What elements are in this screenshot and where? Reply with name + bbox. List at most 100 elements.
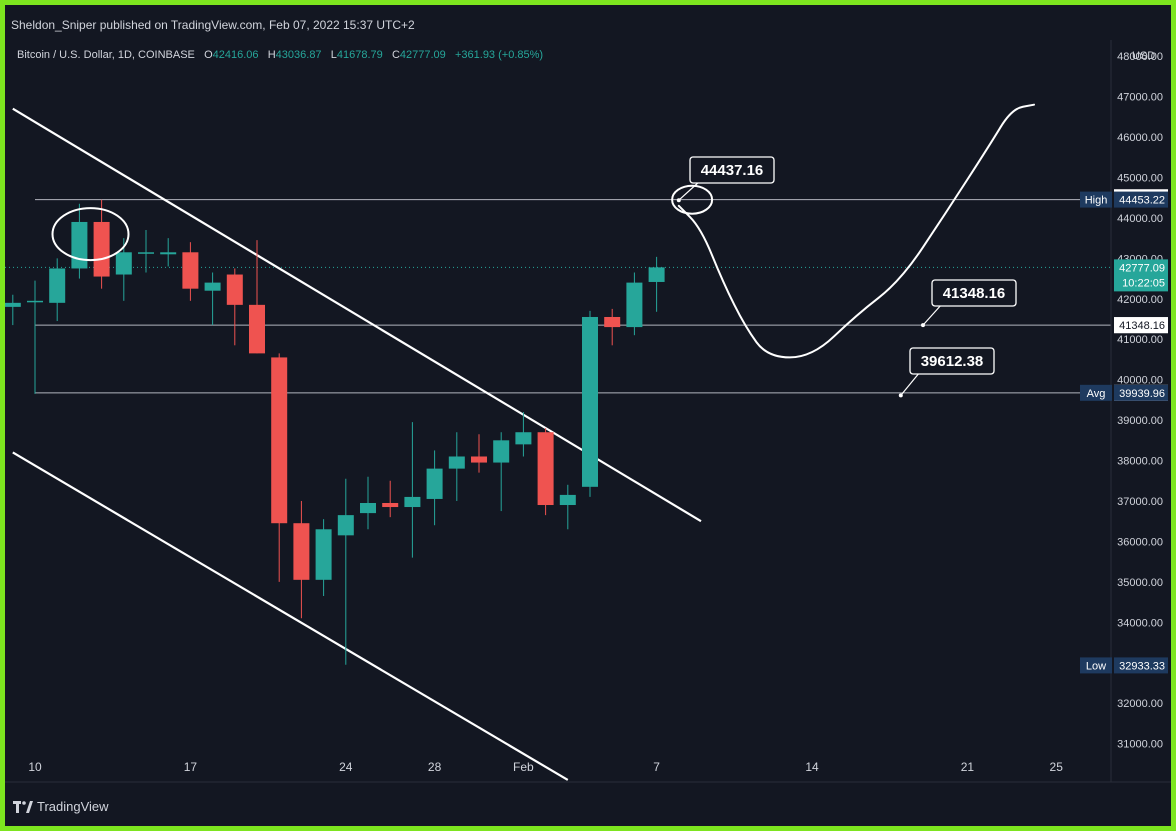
candle[interactable] [315, 519, 332, 596]
callout-label: 41348.16 [943, 285, 1006, 302]
candle-body [559, 494, 576, 506]
candle-body [337, 515, 354, 536]
candle[interactable] [515, 412, 532, 457]
candle[interactable] [160, 238, 177, 267]
close-label: C [391, 49, 400, 61]
candle[interactable] [293, 500, 310, 619]
level-tag-side-label: Avg [1087, 388, 1106, 400]
candle[interactable] [226, 268, 243, 346]
callout-anchor [898, 393, 903, 398]
high-value: 43036.87 [275, 49, 322, 61]
candle-body [138, 252, 154, 254]
tradingview-name: TradingView [37, 799, 109, 814]
candle[interactable] [404, 422, 421, 558]
candle-body [182, 252, 199, 289]
candle-body [71, 221, 88, 269]
open-label: O [204, 49, 213, 61]
y-tick-label: 41000.00 [1117, 334, 1163, 346]
candle-body [448, 456, 465, 469]
candle[interactable] [604, 308, 621, 346]
currency-label[interactable]: USD [1132, 50, 1156, 62]
level-tag [1114, 384, 1168, 401]
y-tick-label: 40000.00 [1117, 375, 1163, 387]
price-chart[interactable]: 44437.16 41348.16 39612.38 31000.00 32000.0… [5, 5, 1171, 826]
candle[interactable] [648, 256, 665, 312]
price-tag-label: 32933.33 [1119, 660, 1165, 672]
candle-body [604, 316, 621, 328]
channel-trend-line [12, 451, 569, 781]
price-tag-side [1080, 657, 1112, 674]
candle-body [5, 302, 21, 307]
price-tag-label: 42777.09 [1119, 262, 1165, 274]
callout-box[interactable] [931, 279, 1017, 307]
publisher-text: Sheldon_Sniper published on TradingView.… [11, 18, 415, 32]
level-tag-label: 39939.96 [1119, 388, 1165, 400]
candle-body [115, 252, 132, 275]
price-tag-countdown: 10:22:05 [1122, 277, 1165, 289]
candle[interactable] [559, 484, 576, 530]
candle[interactable] [182, 242, 199, 301]
candle[interactable] [582, 310, 598, 497]
level-tag-side [1080, 191, 1112, 208]
y-tick-label: 46000.00 [1117, 132, 1163, 144]
candle[interactable] [471, 434, 487, 473]
candle[interactable] [93, 199, 110, 289]
y-tick-label: 39000.00 [1117, 415, 1163, 427]
candle[interactable] [337, 478, 354, 665]
candle[interactable] [249, 240, 265, 354]
candle-body [93, 221, 110, 277]
candle-body [49, 268, 66, 303]
candle-body [626, 282, 643, 328]
level-tag [1114, 317, 1168, 334]
candle[interactable] [27, 280, 43, 394]
y-tick-label: 44000.00 [1117, 213, 1163, 225]
candle[interactable] [537, 428, 554, 516]
change-value: +361.93 (+0.85%) [454, 49, 544, 61]
candle[interactable] [382, 480, 399, 518]
candle-body [382, 502, 399, 508]
x-tick-label: 25 [1050, 760, 1064, 774]
level-tag-label: 41348.16 [1119, 320, 1165, 332]
tradingview-logo[interactable]: TradingView [13, 799, 109, 814]
candle-body [404, 496, 421, 508]
candle[interactable] [5, 294, 21, 326]
candle[interactable] [271, 353, 288, 582]
candle[interactable] [626, 272, 643, 336]
candle[interactable] [138, 230, 154, 273]
candle[interactable] [426, 450, 443, 526]
y-tick-label: 32000.00 [1117, 698, 1163, 710]
callout-box[interactable] [689, 156, 775, 184]
candle-body [160, 252, 177, 255]
candle-body [271, 357, 288, 524]
candle[interactable] [204, 272, 221, 326]
candle-body [249, 304, 265, 354]
publisher-bar: Sheldon_Sniper published on TradingView.… [5, 5, 1171, 39]
candle[interactable] [71, 203, 88, 279]
candle-body [493, 440, 510, 463]
callout-label: 44437.16 [701, 162, 764, 179]
candle[interactable] [49, 258, 66, 322]
candle[interactable] [115, 238, 132, 301]
candle[interactable] [493, 432, 510, 512]
highlight-circle [51, 207, 130, 262]
symbol-legend: Bitcoin / U.S. Dollar, 1D, COINBASE O424… [17, 49, 543, 61]
candle-body [360, 502, 376, 514]
x-tick-label: 10 [28, 760, 42, 774]
candle[interactable] [360, 476, 376, 530]
callout-pointer [900, 371, 921, 396]
level-tag-side [1080, 384, 1112, 401]
callout-box[interactable] [909, 347, 995, 375]
callout-pointer [922, 303, 943, 326]
y-tick-label: 37000.00 [1117, 496, 1163, 508]
candle-body [226, 274, 243, 305]
x-tick-label: 28 [428, 760, 442, 774]
y-tick-label: 47000.00 [1117, 92, 1163, 104]
candle[interactable] [448, 432, 465, 501]
price-tag [1114, 657, 1168, 674]
y-tick-label: 31000.00 [1117, 739, 1163, 751]
low-label: L [330, 49, 337, 61]
candle-body [293, 523, 310, 580]
open-value: 42416.06 [212, 49, 259, 61]
y-tick-label: 45000.00 [1117, 172, 1163, 184]
x-tick-label: 7 [653, 760, 660, 774]
